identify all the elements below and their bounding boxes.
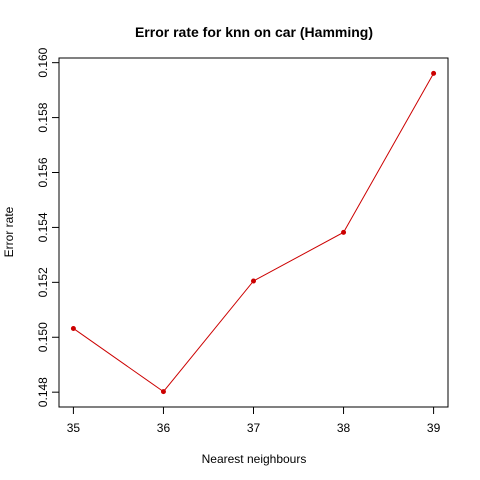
y-tick-label: 0.160 bbox=[36, 47, 50, 77]
x-tick-label: 35 bbox=[67, 421, 81, 435]
y-tick-label: 0.154 bbox=[36, 212, 50, 242]
y-tick-label: 0.152 bbox=[36, 267, 50, 297]
y-tick-label: 0.148 bbox=[36, 377, 50, 407]
data-point bbox=[431, 70, 437, 76]
x-axis: 35 36 37 38 39 bbox=[67, 406, 441, 435]
x-tick-label: 36 bbox=[157, 421, 171, 435]
x-tick-label: 38 bbox=[337, 421, 351, 435]
y-axis: 0.148 0.150 0.152 0.154 0.156 0.158 0.160 bbox=[36, 47, 60, 407]
x-tick-label: 39 bbox=[427, 421, 441, 435]
plot-frame bbox=[58, 57, 449, 408]
series-line bbox=[73, 73, 435, 393]
data-point bbox=[160, 389, 166, 395]
chart-title: Error rate for knn on car (Hamming) bbox=[135, 24, 373, 40]
data-series bbox=[70, 70, 437, 395]
x-axis-label: Nearest neighbours bbox=[202, 452, 307, 466]
data-point bbox=[70, 325, 76, 331]
data-point bbox=[251, 278, 256, 284]
y-axis-label: Error rate bbox=[2, 206, 16, 257]
y-tick-label: 0.158 bbox=[36, 102, 50, 132]
y-tick-label: 0.156 bbox=[36, 157, 50, 187]
y-tick-label: 0.150 bbox=[36, 322, 50, 352]
data-point bbox=[341, 229, 347, 235]
x-tick-label: 37 bbox=[247, 421, 261, 435]
